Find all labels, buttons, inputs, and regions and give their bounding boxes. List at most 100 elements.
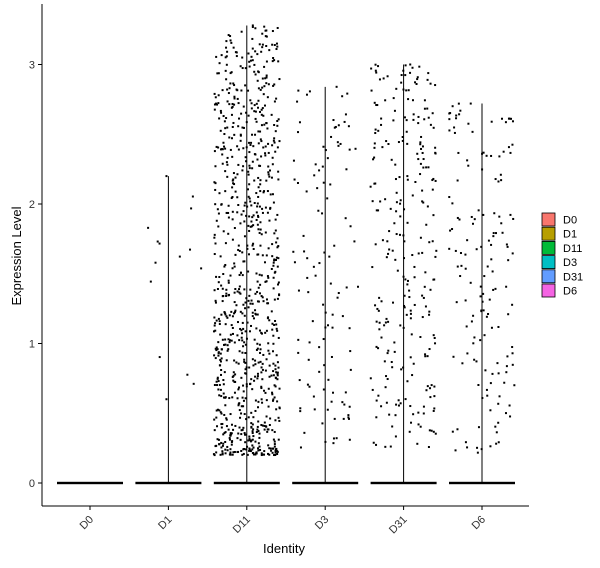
data-point-d1 [154, 261, 157, 264]
data-point-d31 [435, 249, 438, 252]
data-point-d31 [416, 76, 419, 79]
data-point-d11 [249, 383, 252, 386]
data-point-d11 [266, 190, 269, 193]
data-point-d3 [343, 403, 346, 406]
data-point-d11 [274, 449, 277, 452]
data-point-d11 [228, 341, 231, 344]
data-point-d31 [404, 398, 407, 401]
data-point-d31 [421, 145, 424, 148]
data-point-d11 [236, 437, 239, 440]
data-point-d11 [243, 413, 246, 416]
data-point-d11 [252, 242, 255, 245]
data-point-d3 [339, 142, 342, 145]
data-point-d31 [420, 147, 423, 150]
data-point-d11 [259, 351, 262, 354]
data-point-d11 [257, 215, 260, 218]
data-point-d11 [233, 341, 236, 344]
data-point-d11 [275, 371, 278, 374]
data-point-d6 [457, 151, 460, 154]
data-point-d6 [475, 248, 478, 251]
data-point-d11 [247, 306, 250, 309]
data-point-d6 [487, 239, 490, 242]
data-point-d11 [229, 82, 232, 85]
data-point-d6 [501, 231, 504, 234]
data-point-d11 [263, 261, 266, 264]
data-point-d11 [251, 167, 254, 170]
data-point-d6 [507, 259, 510, 262]
data-point-d11 [244, 343, 247, 346]
data-point-d31 [398, 233, 401, 236]
data-point-d11 [274, 218, 277, 221]
data-point-d31 [386, 75, 389, 78]
data-point-d11 [265, 82, 268, 85]
data-point-d11 [276, 371, 279, 374]
data-point-d31 [372, 158, 375, 161]
data-point-d11 [231, 453, 234, 456]
data-point-d11 [260, 108, 263, 111]
data-point-d6 [497, 441, 500, 444]
data-point-d11 [240, 412, 243, 415]
data-point-d31 [374, 243, 377, 246]
data-point-d11 [240, 30, 243, 33]
data-point-d11 [249, 450, 252, 453]
data-point-d11 [251, 311, 254, 314]
data-point-d11 [273, 100, 276, 103]
data-point-d31 [391, 425, 394, 428]
data-point-d31 [390, 361, 393, 364]
data-point-d11 [222, 230, 225, 233]
data-point-d11 [213, 418, 216, 421]
data-point-d11 [230, 423, 233, 426]
data-point-d31 [370, 89, 373, 92]
data-point-d11 [277, 245, 280, 248]
data-point-d11 [268, 169, 271, 172]
data-point-d3 [296, 100, 299, 103]
data-point-d31 [402, 69, 405, 72]
data-point-d11 [216, 408, 219, 411]
data-point-d11 [221, 300, 224, 303]
data-point-d11 [233, 450, 236, 453]
data-point-d11 [271, 30, 274, 33]
violin-base-d11 [213, 481, 280, 485]
data-point-d11 [213, 233, 216, 236]
data-point-d11 [238, 117, 241, 120]
data-point-d31 [395, 191, 398, 194]
data-point-d11 [276, 237, 279, 240]
data-point-d3 [324, 311, 327, 314]
data-point-d31 [391, 366, 394, 369]
data-point-d6 [505, 371, 508, 374]
data-point-d6 [449, 112, 452, 115]
data-point-d6 [490, 120, 493, 123]
data-point-d6 [484, 369, 487, 372]
data-point-d11 [274, 229, 277, 232]
data-point-d31 [386, 240, 389, 243]
data-point-d31 [421, 151, 424, 154]
data-point-d3 [332, 437, 335, 440]
data-point-d11 [267, 247, 270, 250]
data-point-d11 [245, 418, 248, 421]
data-point-d31 [431, 188, 434, 191]
data-point-d11 [259, 88, 262, 91]
data-point-d11 [233, 265, 236, 268]
data-point-d31 [432, 409, 435, 412]
data-point-d11 [223, 431, 226, 434]
data-point-d31 [387, 349, 390, 352]
data-point-d11 [221, 162, 224, 165]
data-point-d6 [455, 301, 458, 304]
data-point-d11 [266, 430, 269, 433]
data-point-d6 [455, 117, 458, 120]
data-point-d11 [271, 156, 274, 159]
legend-label-d1: D1 [563, 229, 577, 241]
data-point-d11 [250, 378, 253, 381]
data-point-d31 [406, 178, 409, 181]
data-point-d11 [235, 361, 238, 364]
data-point-d11 [233, 95, 236, 98]
data-point-d11 [221, 153, 224, 156]
data-point-d11 [239, 65, 242, 68]
data-point-d11 [267, 405, 270, 408]
data-point-d11 [225, 161, 228, 164]
data-point-d6 [473, 218, 476, 221]
data-point-d6 [454, 449, 457, 452]
data-point-d11 [224, 242, 227, 245]
data-point-d31 [428, 313, 431, 316]
data-point-d11 [237, 432, 240, 435]
